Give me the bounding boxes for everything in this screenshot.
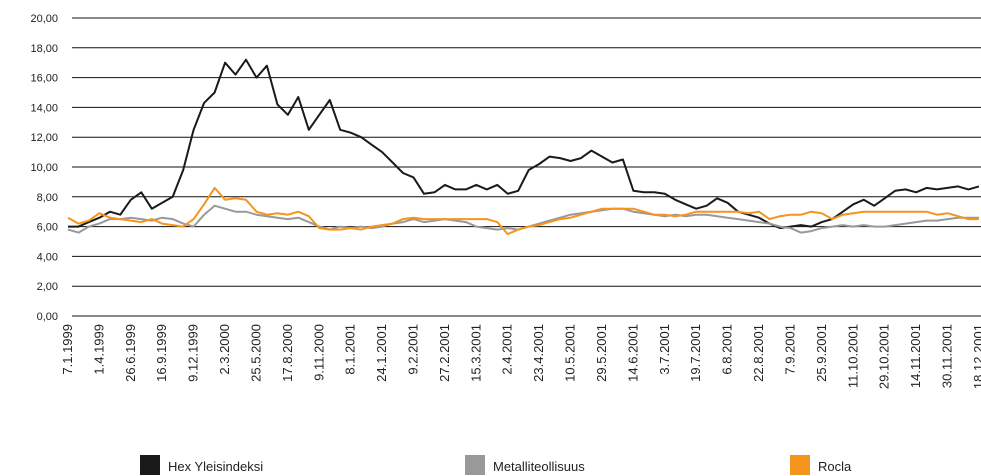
x-tick-label: 7.9.2001 bbox=[782, 324, 797, 375]
x-tick-label: 15.3.2001 bbox=[468, 324, 483, 382]
series-line bbox=[67, 186, 979, 236]
x-tick-label: 11.10.2001 bbox=[845, 324, 860, 388]
x-tick-label: 8.1.2001 bbox=[343, 324, 358, 375]
x-tick-label: 2.4.2001 bbox=[500, 324, 515, 375]
legend-label: Rocla bbox=[818, 459, 852, 474]
x-tick-label: 29.10.2001 bbox=[877, 324, 892, 389]
y-tick-label: 10,00 bbox=[30, 162, 58, 174]
x-tick-label: 10.5.2001 bbox=[563, 324, 578, 382]
y-tick-label: 6,00 bbox=[37, 222, 58, 234]
legend-label: Metalliteollisuus bbox=[493, 459, 585, 474]
legend-item: Metalliteollisuus bbox=[465, 455, 585, 475]
y-tick-label: 12,00 bbox=[30, 132, 58, 144]
x-tick-label: 23.4.2001 bbox=[531, 324, 546, 382]
legend-item: Hex Yleisindeksi bbox=[140, 455, 263, 475]
x-tick-label: 24.1.2001 bbox=[374, 324, 389, 382]
y-tick-label: 20,00 bbox=[30, 13, 58, 25]
x-tick-label: 22.8.2001 bbox=[751, 324, 766, 382]
x-tick-label: 16.9.1999 bbox=[154, 324, 169, 382]
legend-swatch bbox=[790, 455, 810, 475]
x-tick-label: 2.3.2000 bbox=[217, 324, 232, 375]
y-tick-label: 16,00 bbox=[30, 73, 58, 85]
x-tick-label: 25.5.2000 bbox=[248, 324, 263, 382]
y-tick-label: 4,00 bbox=[37, 251, 58, 263]
x-tick-label: 19.7.2001 bbox=[688, 324, 703, 382]
x-tick-label: 9.2.2001 bbox=[406, 324, 421, 375]
x-tick-label: 1.4.1999 bbox=[91, 324, 106, 375]
legend-swatch bbox=[465, 455, 485, 475]
y-tick-label: 18,00 bbox=[30, 43, 58, 55]
x-tick-label: 29.5.2001 bbox=[594, 324, 609, 382]
x-tick-label: 30.11.2001 bbox=[939, 324, 954, 388]
x-tick-label: 25.9.2001 bbox=[814, 324, 829, 382]
x-tick-label: 14.11.2001 bbox=[908, 324, 923, 388]
y-tick-label: 8,00 bbox=[37, 192, 58, 204]
x-tick-label: 14.6.2001 bbox=[625, 324, 640, 382]
x-tick-label: 17.8.2000 bbox=[280, 324, 295, 382]
x-tick-label: 7.1.1999 bbox=[60, 324, 75, 375]
x-tick-label: 9.11.2000 bbox=[311, 324, 326, 381]
y-tick-label: 2,00 bbox=[37, 281, 58, 293]
x-tick-label: 26.6.1999 bbox=[123, 324, 138, 382]
x-tick-label: 27.2.2001 bbox=[437, 324, 452, 382]
y-tick-label: 14,00 bbox=[30, 102, 58, 114]
y-tick-label: 0,00 bbox=[37, 311, 58, 323]
x-tick-label: 3.7.2001 bbox=[657, 324, 672, 375]
x-tick-label: 9.12.1999 bbox=[186, 324, 201, 382]
legend-swatch bbox=[140, 455, 160, 475]
x-tick-label: 18.12.2001 bbox=[971, 324, 981, 389]
series-line bbox=[68, 58, 980, 230]
x-tick-label: 6.8.2001 bbox=[720, 324, 735, 375]
legend-item: Rocla bbox=[790, 455, 852, 475]
legend-label: Hex Yleisindeksi bbox=[168, 459, 263, 474]
